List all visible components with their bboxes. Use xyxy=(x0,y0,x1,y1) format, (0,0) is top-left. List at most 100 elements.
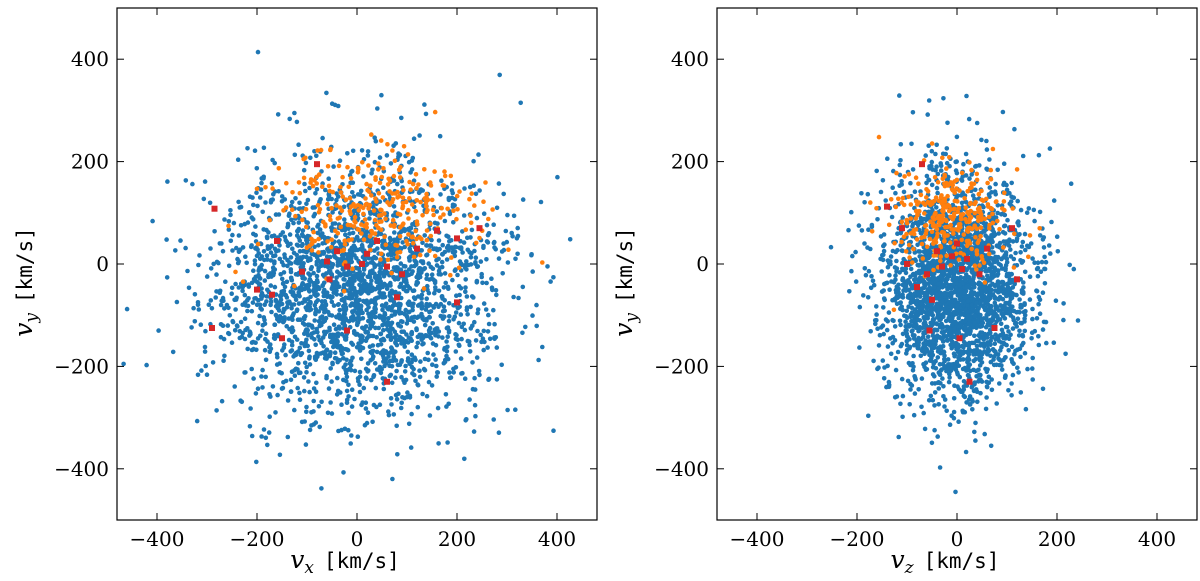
left-point-0 xyxy=(320,283,325,289)
left-point-0 xyxy=(472,387,478,392)
left-point-1 xyxy=(395,189,400,195)
left-point-1 xyxy=(329,205,334,211)
left-point-0 xyxy=(452,314,458,320)
right-point-0 xyxy=(893,355,899,361)
left-point-0 xyxy=(307,427,313,433)
right-point-0 xyxy=(984,335,990,340)
left-point-0 xyxy=(414,344,419,350)
left-point-1 xyxy=(376,191,382,196)
left-point-1 xyxy=(296,180,302,185)
right-point-0 xyxy=(983,233,988,238)
left-point-0 xyxy=(417,133,422,138)
right-point-0 xyxy=(919,376,925,381)
left-red-point xyxy=(211,205,218,212)
left-point-0 xyxy=(388,372,394,378)
left-point-0 xyxy=(261,427,267,432)
left-point-0 xyxy=(335,375,340,381)
left-point-0 xyxy=(363,366,369,372)
left-point-0 xyxy=(443,280,449,286)
right-point-0 xyxy=(1022,350,1028,356)
left-point-0 xyxy=(273,410,278,415)
right-point-0 xyxy=(954,370,960,375)
left-point-0 xyxy=(427,325,433,331)
right-point-0 xyxy=(886,384,892,390)
left-point-0 xyxy=(309,265,315,270)
left-point-0 xyxy=(269,274,274,279)
left-point-1 xyxy=(369,193,374,198)
left-point-0 xyxy=(314,273,320,279)
left-point-1 xyxy=(337,205,343,210)
left-point-1 xyxy=(341,247,347,252)
left-point-0 xyxy=(353,301,359,306)
right-point-0 xyxy=(929,148,935,154)
left-point-0 xyxy=(299,419,305,425)
left-point-0 xyxy=(410,250,415,256)
right-point-0 xyxy=(900,393,906,399)
right-point-0 xyxy=(1010,372,1016,378)
left-point-0 xyxy=(259,180,264,186)
right-point-0 xyxy=(911,353,916,359)
left-point-0 xyxy=(347,231,352,236)
left-point-0 xyxy=(232,328,238,333)
left-red-point xyxy=(434,227,440,234)
left-point-0 xyxy=(445,344,450,350)
left-red-point xyxy=(454,299,460,306)
left-point-0 xyxy=(299,243,305,249)
right-point-0 xyxy=(1036,294,1042,300)
left-point-0 xyxy=(447,375,453,381)
right-point-0 xyxy=(951,396,957,401)
left-point-1 xyxy=(448,272,453,278)
left-point-0 xyxy=(262,317,267,323)
left-point-0 xyxy=(238,204,244,210)
right-point-0 xyxy=(874,168,879,174)
left-point-0 xyxy=(285,398,291,403)
left-point-0 xyxy=(341,470,346,475)
left-point-1 xyxy=(396,167,402,173)
left-point-1 xyxy=(378,138,384,143)
left-point-0 xyxy=(387,304,392,310)
left-point-0 xyxy=(436,441,441,446)
left-point-0 xyxy=(458,312,464,317)
left-point-1 xyxy=(340,174,345,180)
right-point-0 xyxy=(909,299,915,305)
right-point-0 xyxy=(898,322,903,328)
left-point-0 xyxy=(296,360,301,366)
left-point-0 xyxy=(213,295,218,300)
left-point-0 xyxy=(226,331,232,337)
left-point-1 xyxy=(424,191,429,197)
left-point-0 xyxy=(366,311,371,317)
left-point-0 xyxy=(372,361,378,366)
right-point-0 xyxy=(1003,324,1009,330)
left-red-point xyxy=(324,258,330,265)
left-point-1 xyxy=(348,204,354,209)
left-point-0 xyxy=(289,348,295,353)
left-point-0 xyxy=(294,233,300,238)
right-point-0 xyxy=(881,376,887,381)
left-point-1 xyxy=(323,224,328,229)
left-point-0 xyxy=(251,376,256,381)
right-point-0 xyxy=(973,187,978,193)
left-point-0 xyxy=(331,164,336,169)
left-series-0 xyxy=(121,49,573,491)
left-point-0 xyxy=(477,372,482,378)
left-point-0 xyxy=(497,72,503,78)
left-point-1 xyxy=(456,265,462,271)
left-point-0 xyxy=(227,313,233,318)
left-point-1 xyxy=(372,231,378,236)
left-point-0 xyxy=(427,302,433,307)
left-point-1 xyxy=(352,214,358,220)
left-point-0 xyxy=(496,181,502,186)
left-point-1 xyxy=(356,167,361,172)
left-point-0 xyxy=(411,136,417,141)
left-point-0 xyxy=(412,314,417,320)
right-point-0 xyxy=(947,375,952,380)
right-point-0 xyxy=(986,348,992,353)
left-point-0 xyxy=(438,313,444,319)
left-point-0 xyxy=(391,204,397,209)
left-point-0 xyxy=(484,257,489,262)
left-point-0 xyxy=(300,228,306,233)
left-point-0 xyxy=(385,270,391,276)
right-point-0 xyxy=(910,110,916,115)
left-point-0 xyxy=(393,302,399,308)
